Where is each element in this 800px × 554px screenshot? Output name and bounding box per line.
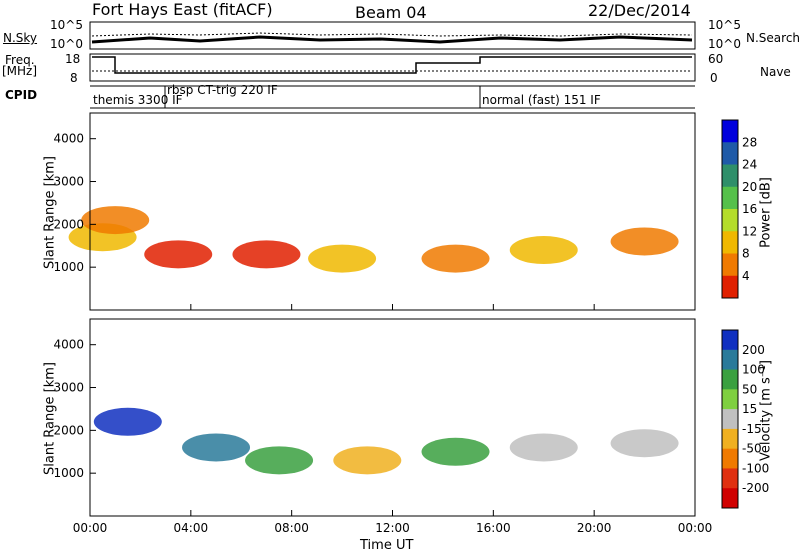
y-tick-label: 3000 <box>53 175 84 189</box>
freq-tick-high: 18 <box>65 52 81 66</box>
power-heatmap <box>68 112 696 311</box>
heatmap-feature <box>232 240 301 269</box>
colorbar-tick-label: 12 <box>742 224 757 238</box>
y-tick-label: 3000 <box>53 381 84 395</box>
x-tick-label: 00:00 <box>73 521 108 535</box>
heatmap-feature <box>421 244 490 273</box>
colorbar-swatch <box>722 231 738 254</box>
velocity-heatmap <box>89 318 696 517</box>
heatmap-feature <box>509 433 578 462</box>
heatmap-feature <box>333 446 402 475</box>
colorbar-swatch <box>722 186 738 210</box>
colorbar-tick-label: 28 <box>742 135 757 149</box>
heatmap-feature <box>182 433 251 462</box>
colorbar-tick-label: 16 <box>742 202 757 216</box>
colorbar-tick-label: -100 <box>742 461 769 475</box>
power-ylabel: Slant Range [km] <box>42 156 58 269</box>
x-tick-label: 08:00 <box>274 521 309 535</box>
freq-panel-frame <box>89 53 696 82</box>
nsky-right-tick-low: 10^0 <box>708 37 741 51</box>
colorbar-swatch <box>722 253 738 277</box>
nave-tick-high: 60 <box>708 52 724 66</box>
beam-label: Beam 04 <box>355 3 427 22</box>
cpid-label: CPID <box>5 88 38 102</box>
nsky-tick-high: 10^5 <box>50 18 83 32</box>
nsky-panel-frame <box>89 21 696 50</box>
heatmap-feature <box>245 446 314 475</box>
colorbar-tick-label: -15 <box>742 422 762 436</box>
colorbar-tick-label: -200 <box>742 481 769 495</box>
freq-units: [MHz] <box>2 64 38 78</box>
x-tick-label: 12:00 <box>375 521 410 535</box>
nsky-tick-low: 10^0 <box>50 37 83 51</box>
colorbar-swatch <box>722 448 738 469</box>
nave-tick-low: 0 <box>710 71 718 85</box>
x-tick-label: 20:00 <box>577 521 612 535</box>
heatmap-feature <box>509 236 578 265</box>
colorbar-tick-label: 15 <box>742 402 757 416</box>
nave-label: Nave <box>760 65 791 79</box>
colorbar-frame <box>721 119 739 299</box>
colorbar-swatch <box>722 349 738 371</box>
cpid-mode-themis: themis 3300 IF <box>93 93 183 107</box>
colorbar-swatch <box>722 428 738 450</box>
colorbar-tick-label: 20 <box>742 180 757 194</box>
colorbar-swatch <box>722 468 738 489</box>
heatmap-feature <box>144 240 213 269</box>
colorbar-tick-label: 50 <box>742 382 757 396</box>
nsearch-label: N.Search <box>746 31 800 45</box>
colorbar-swatch <box>722 209 738 232</box>
colorbar-swatch <box>722 488 738 509</box>
colorbar-tick-label: 8 <box>742 247 750 261</box>
nsky-right-tick-high: 10^5 <box>708 18 741 32</box>
colorbar-swatch <box>722 120 738 143</box>
heatmap-feature <box>421 437 490 466</box>
colorbar-swatch <box>722 389 738 410</box>
y-tick-label: 2000 <box>53 423 84 437</box>
colorbar-swatch <box>722 409 738 430</box>
x-axis-title: Time UT <box>360 538 414 553</box>
colorbar-tick-label: 100 <box>742 363 765 377</box>
heatmap-feature <box>610 227 679 256</box>
colorbar-tick-label: 200 <box>742 343 765 357</box>
colorbar-frame <box>721 329 739 509</box>
site-title: Fort Hays East (fitACF) <box>92 0 273 19</box>
x-tick-label: 00:00 <box>678 521 713 535</box>
cpid-mode-normal: normal (fast) 151 IF <box>482 93 601 107</box>
velocity-colorbar-title: Velocity [m s⁻¹] <box>758 360 774 461</box>
heatmap-feature <box>308 244 377 273</box>
y-tick-label: 1000 <box>53 260 84 274</box>
freq-trace <box>92 56 692 74</box>
colorbar-swatch <box>722 330 738 351</box>
cpid-mode-rbsp: rbsp CT-trig 220 IF <box>167 83 278 97</box>
velocity-ylabel: Slant Range [km] <box>42 362 58 475</box>
colorbar-swatch <box>722 164 738 188</box>
colorbar-swatch <box>722 275 738 299</box>
freq-tick-low: 8 <box>70 71 78 85</box>
y-tick-label: 4000 <box>53 338 84 352</box>
nsky-trace <box>91 32 693 44</box>
heatmap-feature <box>81 206 150 235</box>
colorbar-tick-label: 24 <box>742 158 757 172</box>
x-tick-label: 16:00 <box>476 521 511 535</box>
power-colorbar-title: Power [dB] <box>758 177 774 248</box>
y-tick-label: 2000 <box>53 217 84 231</box>
y-tick-label: 1000 <box>53 466 84 480</box>
y-tick-label: 4000 <box>53 132 84 146</box>
colorbar-tick-label: -50 <box>742 442 762 456</box>
heatmap-feature <box>610 429 679 458</box>
date-label: 22/Dec/2014 <box>588 1 691 20</box>
freq-label: Freq. <box>5 53 35 67</box>
colorbar-tick-label: 4 <box>742 269 750 283</box>
colorbar-swatch <box>722 142 738 165</box>
colorbar-swatch <box>722 369 738 390</box>
heatmap-feature <box>93 407 162 436</box>
nsky-label: N.Sky <box>3 31 38 45</box>
x-tick-label: 04:00 <box>174 521 209 535</box>
